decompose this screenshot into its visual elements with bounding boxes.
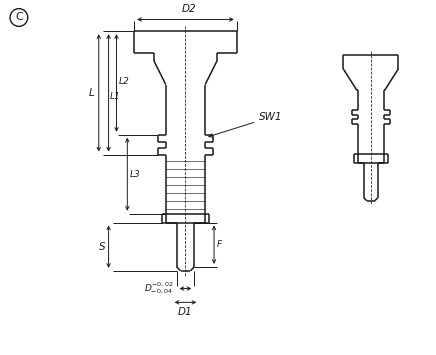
Text: D1: D1 <box>178 307 193 317</box>
Text: C: C <box>15 12 23 22</box>
Text: S: S <box>99 242 106 252</box>
Text: SW1: SW1 <box>209 112 283 137</box>
Text: $D^{-0,02}_{-0,04}$: $D^{-0,02}_{-0,04}$ <box>144 281 174 296</box>
Text: L1: L1 <box>109 92 120 101</box>
Text: F: F <box>217 240 222 249</box>
Text: L: L <box>89 88 95 98</box>
Text: D2: D2 <box>182 4 197 13</box>
Text: L3: L3 <box>129 170 140 179</box>
Text: L2: L2 <box>119 77 129 86</box>
